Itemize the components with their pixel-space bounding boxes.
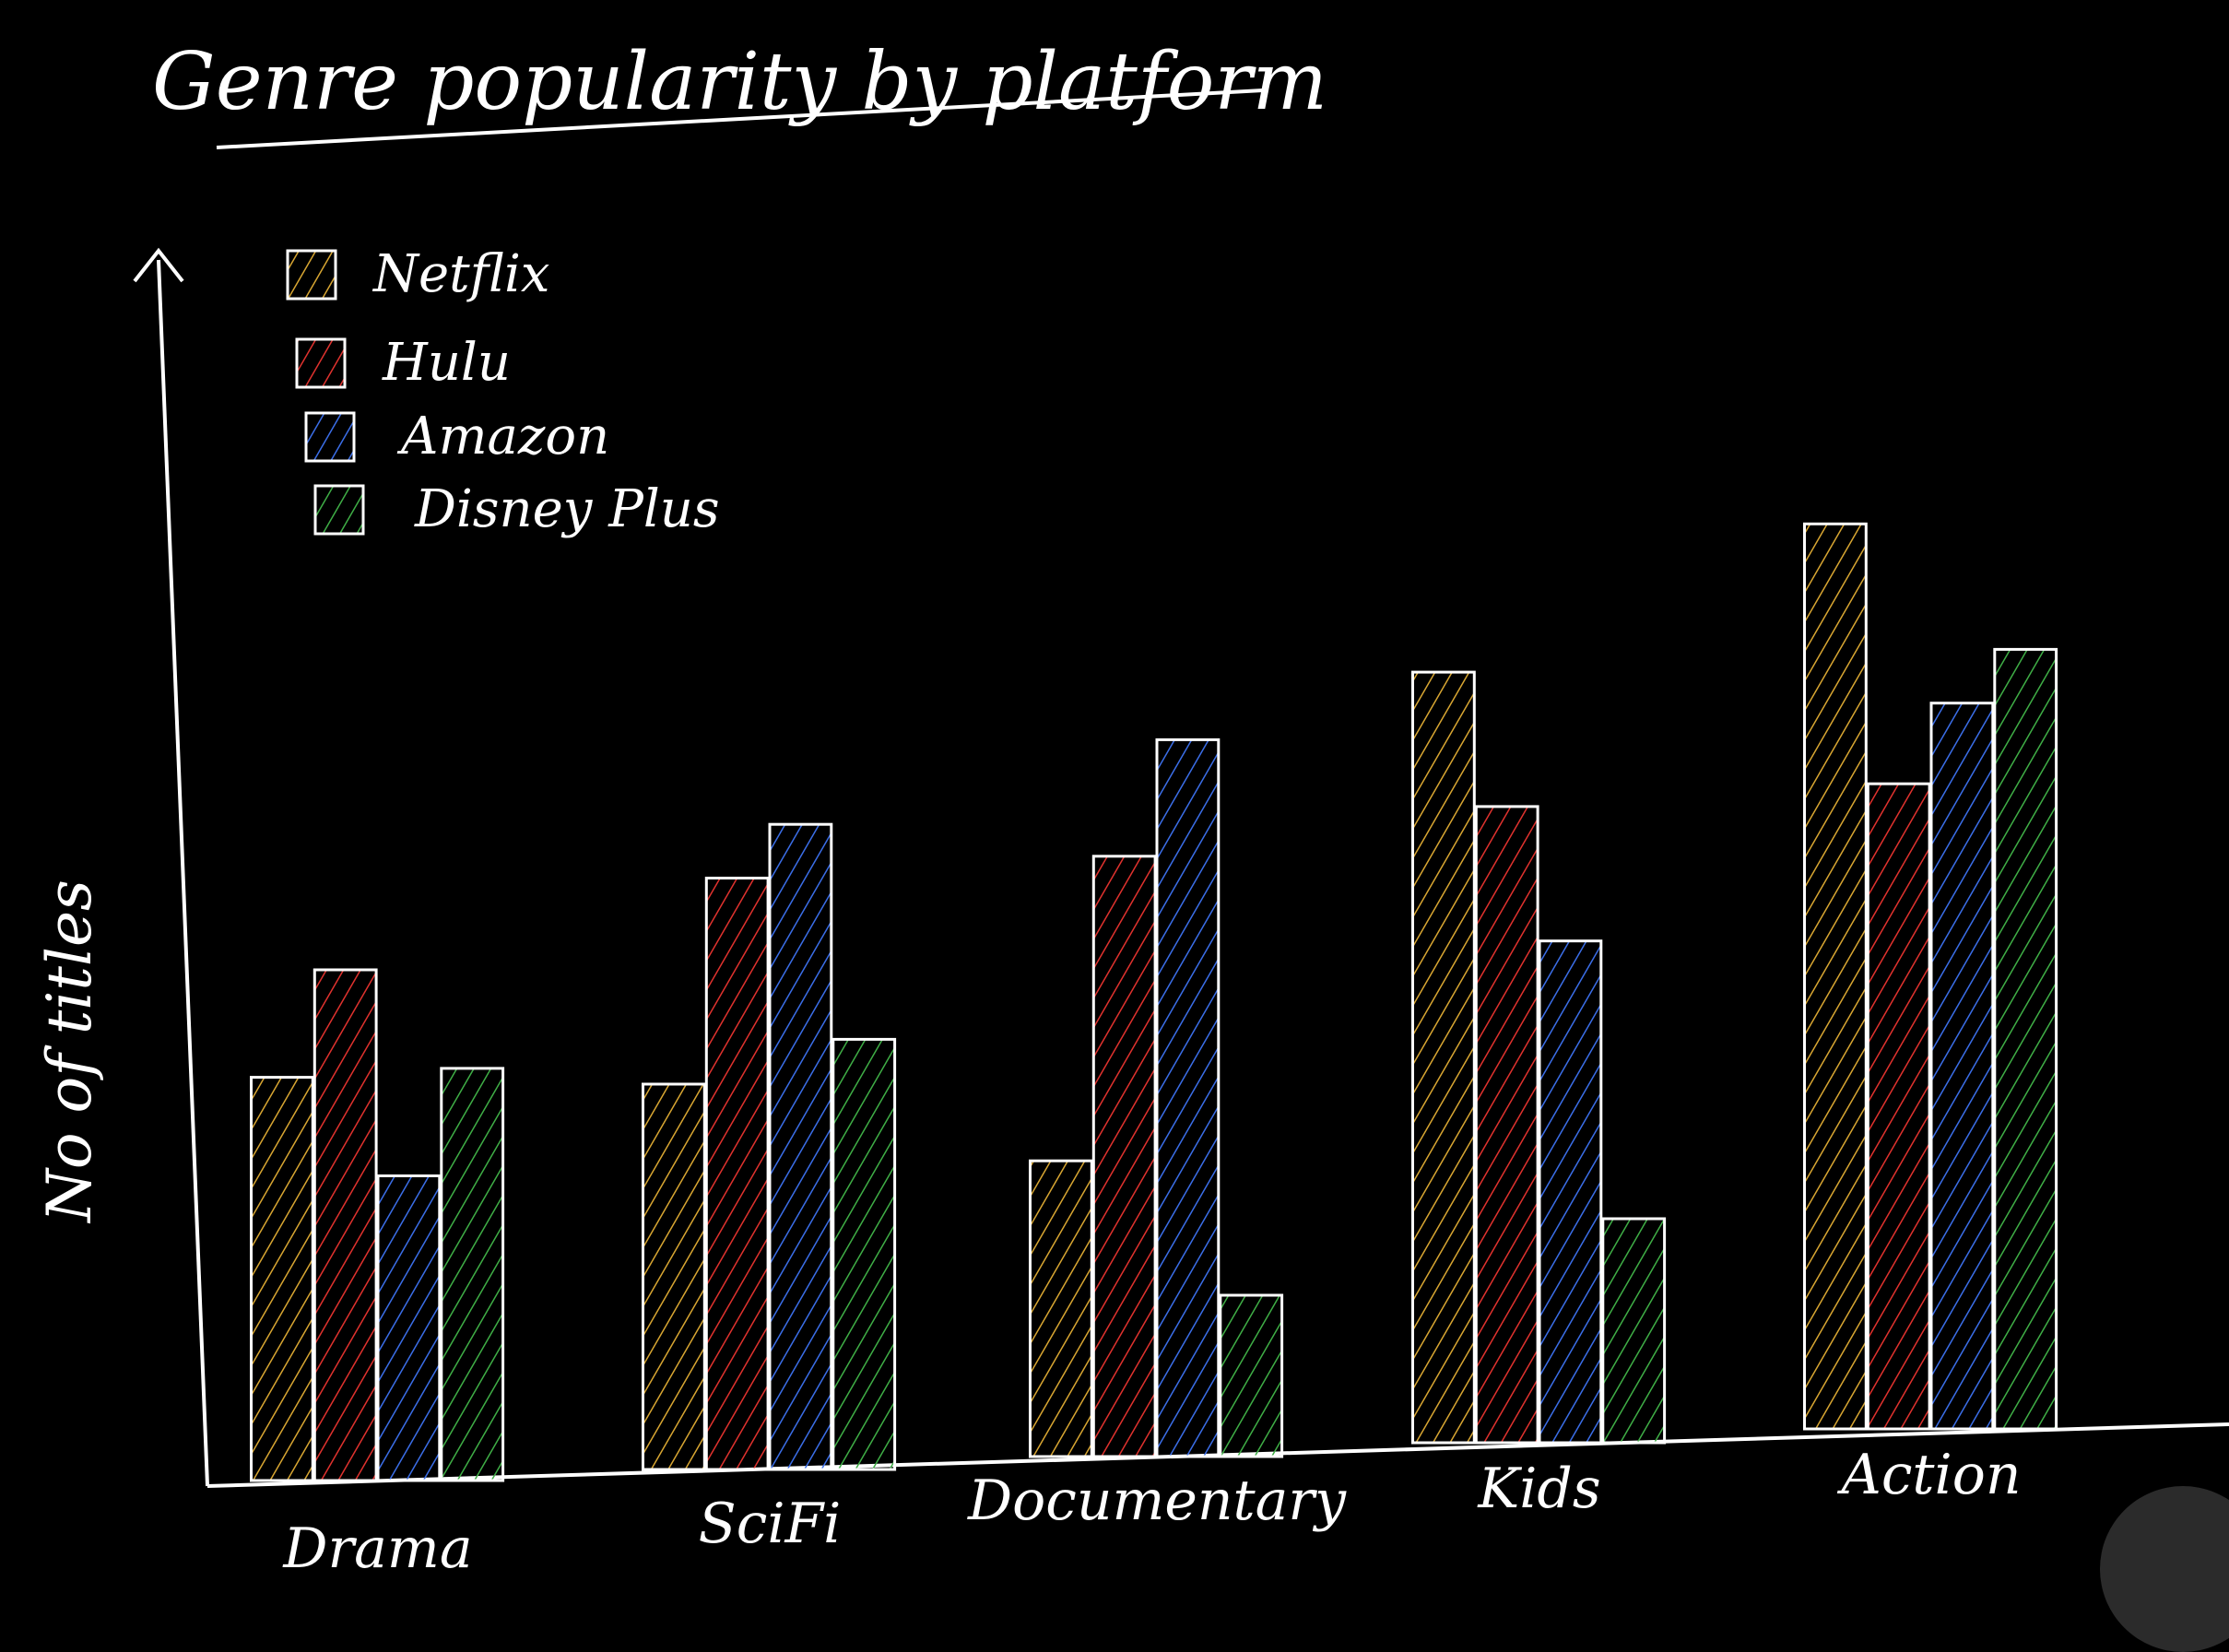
bar-documentary-disney-plus [1219,1293,1284,1458]
bar-drama-hulu [313,968,378,1482]
bar-kids-netflix [1411,670,1476,1445]
category-label-scifi: SciFi [699,1492,842,1556]
chart-title: Genre popularity by platform [152,36,1327,128]
bar-documentary-netflix [1029,1159,1093,1458]
bar-scifi-amazon [768,822,833,1471]
legend-swatch-disney-plus [313,484,365,536]
bar-documentary-hulu [1091,855,1157,1458]
y-axis [133,247,209,1487]
title-underline [216,88,1264,149]
category-label-action: Action [1837,1443,2022,1507]
bar-kids-amazon [1538,939,1603,1445]
bar-action-disney-plus [1993,647,2058,1431]
bar-kids-hulu [1474,805,1539,1445]
legend-swatch-amazon [304,411,356,463]
legend-swatch-netflix [286,249,337,301]
bar-action-netflix [1803,522,1868,1431]
bar-drama-netflix [250,1076,314,1482]
chart-canvas: Genre popularity by platform No of title… [34,36,2229,1581]
bar-documentary-amazon [1155,738,1221,1458]
legend-label-hulu: Hulu [382,333,511,393]
category-label-drama: Drama [282,1516,472,1581]
legend-label-disney-plus: Disney Plus [414,479,720,539]
bar-drama-disney-plus [440,1067,505,1482]
bar-action-amazon [1929,702,1995,1431]
legend-label-netflix: Netflix [372,244,550,304]
bar-scifi-disney-plus [831,1037,897,1471]
bar-kids-disney-plus [1601,1217,1667,1445]
bar-scifi-netflix [642,1082,706,1471]
bar-scifi-hulu [704,877,770,1471]
category-label-kids: Kids [1477,1457,1600,1521]
bar-action-hulu [1866,782,1931,1431]
y-axis-label: No of titles [34,879,105,1224]
category-label-documentary: Documentary [967,1469,1347,1533]
category-labels: Drama SciFi Documentary Kids Action [282,1443,2021,1581]
legend-label-amazon: Amazon [396,407,609,466]
legend: Netflix Hulu Amazon Disney Plus [286,244,720,539]
bars [250,522,2058,1482]
legend-swatch-hulu [295,337,347,389]
bar-drama-amazon [376,1174,442,1482]
